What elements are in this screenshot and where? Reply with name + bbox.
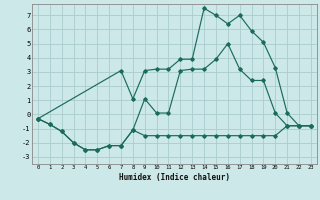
X-axis label: Humidex (Indice chaleur): Humidex (Indice chaleur): [119, 173, 230, 182]
